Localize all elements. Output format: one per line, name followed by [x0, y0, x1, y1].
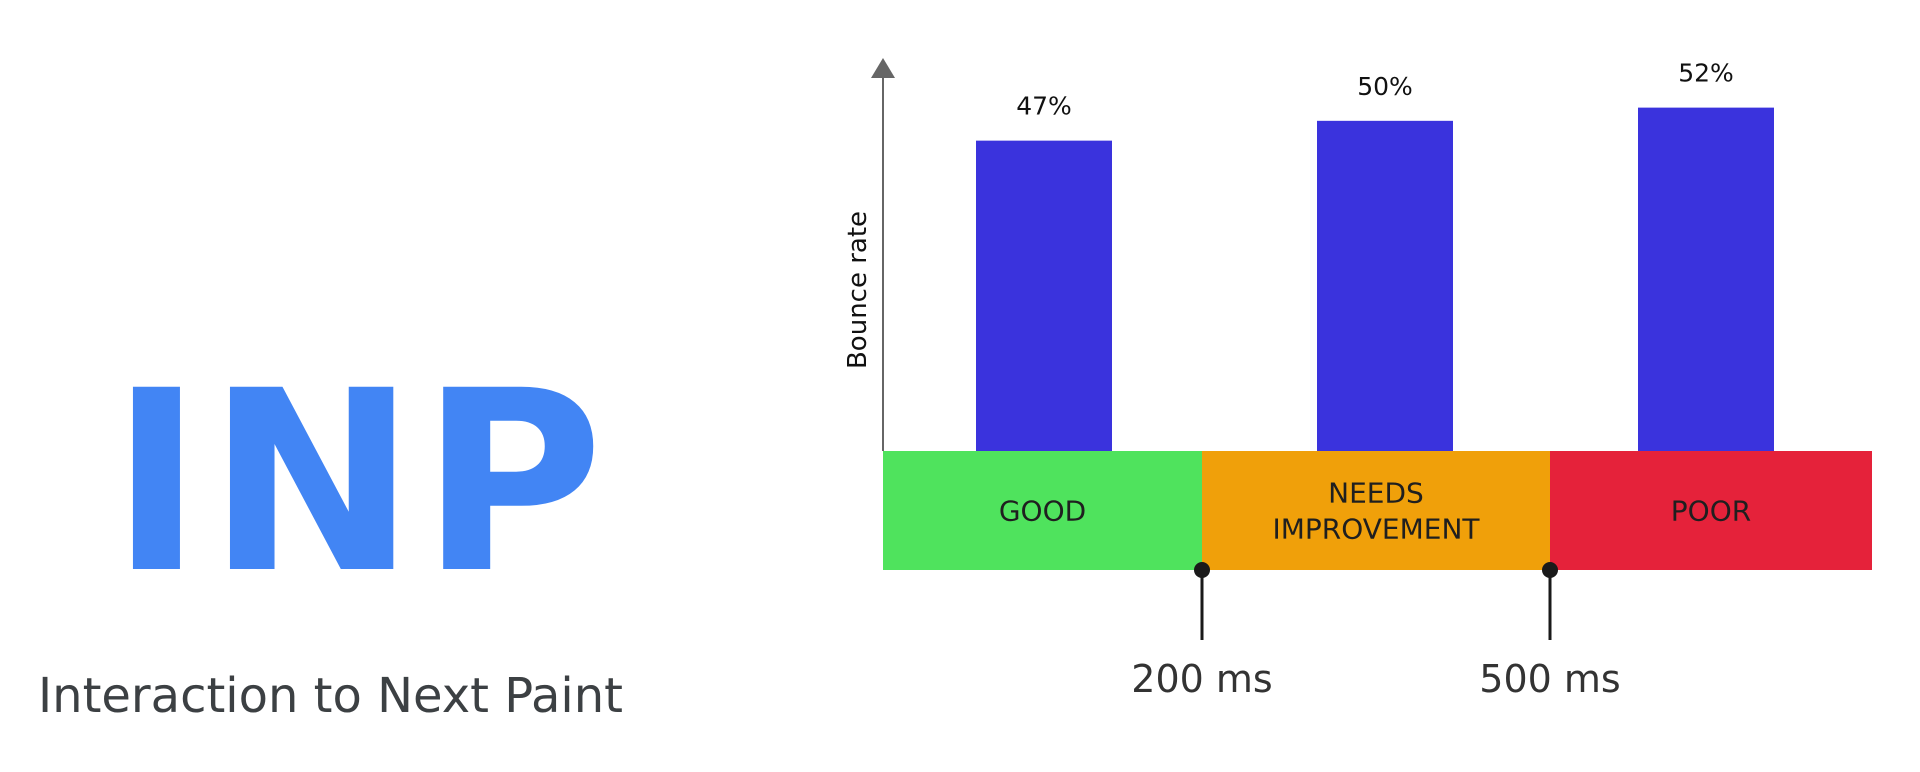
bar-good — [976, 140, 1112, 451]
bar-poor — [1638, 107, 1774, 451]
threshold-dot-2 — [1542, 562, 1558, 578]
inp-branding: INP Interaction to Next Paint — [0, 0, 820, 772]
bar-value-label-3: 52% — [1678, 59, 1734, 88]
band-label-2-line-2: IMPROVEMENT — [1272, 513, 1480, 546]
threshold-label-1: 200 ms — [1131, 657, 1272, 701]
band-label-3-line-1: POOR — [1671, 495, 1751, 528]
y-axis-title: Bounce rate — [843, 211, 873, 369]
threshold-label-2: 500 ms — [1479, 657, 1620, 701]
band-3 — [1550, 451, 1872, 570]
bar-value-label-2: 50% — [1357, 72, 1413, 101]
band-label-2-line-1: NEEDS — [1328, 477, 1424, 510]
bar-needs-improvement — [1317, 120, 1453, 452]
threshold-dot-1 — [1194, 562, 1210, 578]
bars-group: 47% 50% 52% — [976, 59, 1774, 452]
band-2 — [1202, 451, 1550, 570]
band-1 — [883, 451, 1202, 570]
bar-value-label-1: 47% — [1016, 92, 1072, 121]
band-label-1-line-1: GOOD — [999, 495, 1086, 528]
inp-full-name: Interaction to Next Paint — [38, 668, 623, 724]
thresholds-group: 200 ms 500 ms — [1131, 562, 1621, 701]
inp-acronym: INP — [110, 337, 608, 628]
